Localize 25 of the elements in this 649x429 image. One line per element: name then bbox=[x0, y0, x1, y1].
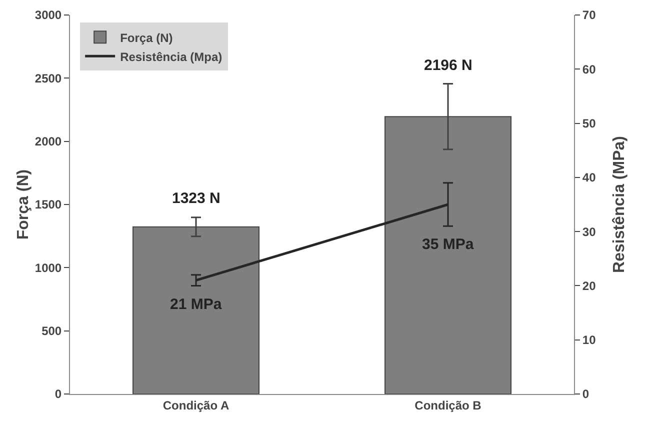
y-tick-label: 2000 bbox=[34, 134, 62, 149]
y-tick-label: 2500 bbox=[34, 71, 62, 86]
y-tick-label: 0 bbox=[54, 387, 62, 402]
y2-tick-label: 70 bbox=[582, 8, 596, 22]
y2-tick-label: 10 bbox=[582, 333, 596, 348]
y2-tick-label: 0 bbox=[582, 387, 590, 402]
y-tick-label: 3000 bbox=[34, 8, 62, 22]
y2-axis-title: Resistência (MPa) bbox=[611, 136, 628, 273]
data-label: 35 MPa bbox=[422, 236, 474, 253]
legend-label: Resistência (Mpa) bbox=[120, 50, 222, 64]
data-label: 2196 N bbox=[424, 57, 472, 74]
legend-label: Força (N) bbox=[120, 30, 173, 45]
y-axis-title: Força (N) bbox=[15, 169, 32, 240]
y-tick-label: 500 bbox=[42, 324, 62, 338]
y-tick-label: 1500 bbox=[34, 198, 62, 212]
x-tick-label: Condição A bbox=[162, 398, 230, 412]
y2-tick-label: 40 bbox=[582, 170, 596, 185]
x-tick-label: Condição B bbox=[414, 398, 482, 412]
data-label: 1323 N bbox=[172, 190, 220, 207]
y2-tick-label: 30 bbox=[582, 224, 596, 239]
y-tick-label: 1000 bbox=[34, 260, 62, 275]
data-label: 21 MPa bbox=[170, 296, 222, 313]
y2-tick-label: 20 bbox=[582, 278, 596, 293]
y2-tick-label: 60 bbox=[582, 62, 596, 76]
y2-tick-label: 50 bbox=[582, 116, 596, 130]
